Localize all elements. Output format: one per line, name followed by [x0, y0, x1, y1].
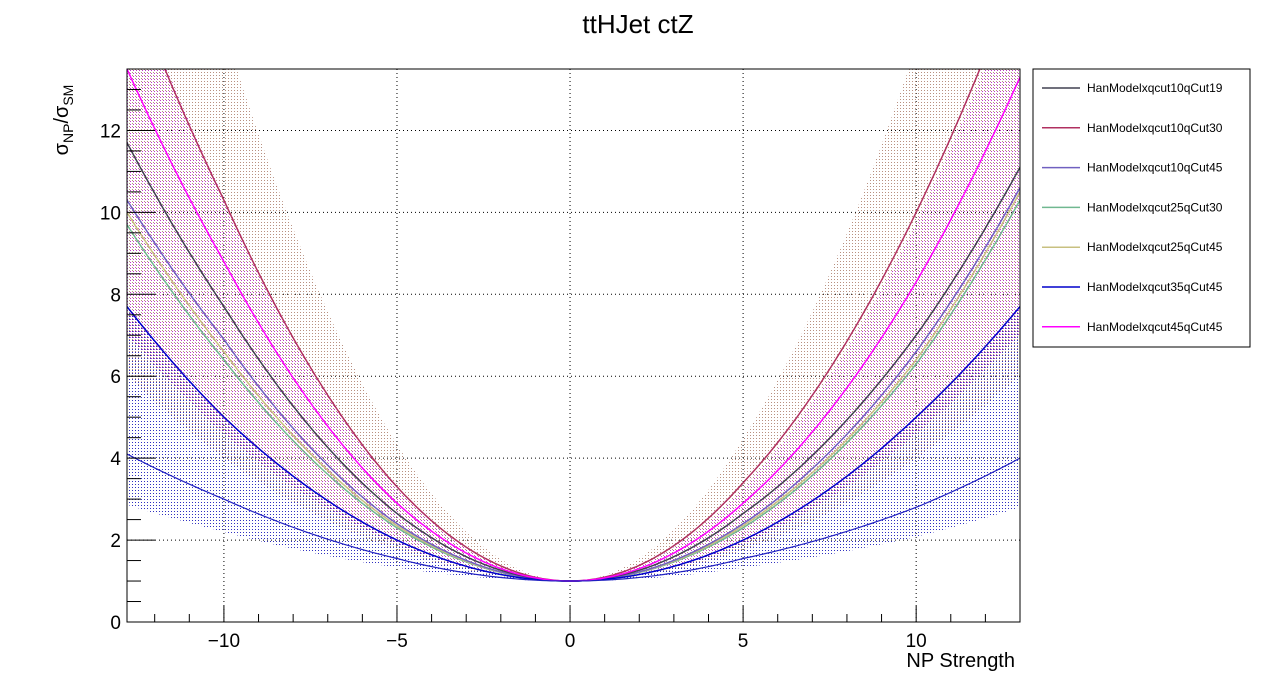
legend-label: HanModelxqcut25qCut45 — [1087, 240, 1223, 254]
x-tick-label: 0 — [565, 631, 576, 652]
plot-frame — [126, 68, 1021, 623]
x-tick-label: −5 — [386, 631, 408, 652]
axis-ticks — [127, 88, 1021, 623]
x-tick-label: 5 — [738, 631, 749, 652]
x-tick-labels: −10 −5 0 5 10 — [208, 631, 927, 652]
chart-title: ttHJet ctZ — [582, 9, 693, 39]
y-tick-label: 6 — [110, 367, 121, 388]
y-tick-label: 0 — [110, 613, 121, 634]
y-tick-label: 2 — [110, 531, 121, 552]
y-tick-label: 4 — [110, 449, 121, 470]
y-axis-title: σNP/σSM — [51, 85, 76, 156]
x-tick-label: 10 — [906, 631, 927, 652]
legend-label: HanModelxqcut10qCut19 — [1087, 81, 1223, 95]
legend-label: HanModelxqcut10qCut45 — [1087, 161, 1223, 175]
y-tick-labels: 0 2 4 6 8 10 12 — [100, 121, 122, 634]
y-tick-label: 12 — [100, 121, 121, 142]
x-tick-label: −10 — [208, 631, 240, 652]
legend-label: HanModelxqcut45qCut45 — [1087, 320, 1223, 334]
legend: HanModelxqcut10qCut19 HanModelxqcut10qCut… — [1032, 68, 1251, 348]
series-lines — [127, 69, 1020, 582]
band-lower — [127, 306, 1020, 581]
x-axis-title: NP Strength — [906, 650, 1015, 672]
series-line-secondary — [127, 453, 1020, 582]
y-tick-label: 8 — [110, 285, 121, 306]
legend-label: HanModelxqcut35qCut45 — [1087, 280, 1223, 294]
y-tick-label: 10 — [100, 203, 121, 224]
uncertainty-bands — [127, 69, 1020, 581]
legend-label: HanModelxqcut10qCut30 — [1087, 121, 1223, 135]
legend-label: HanModelxqcut25qCut30 — [1087, 200, 1223, 214]
